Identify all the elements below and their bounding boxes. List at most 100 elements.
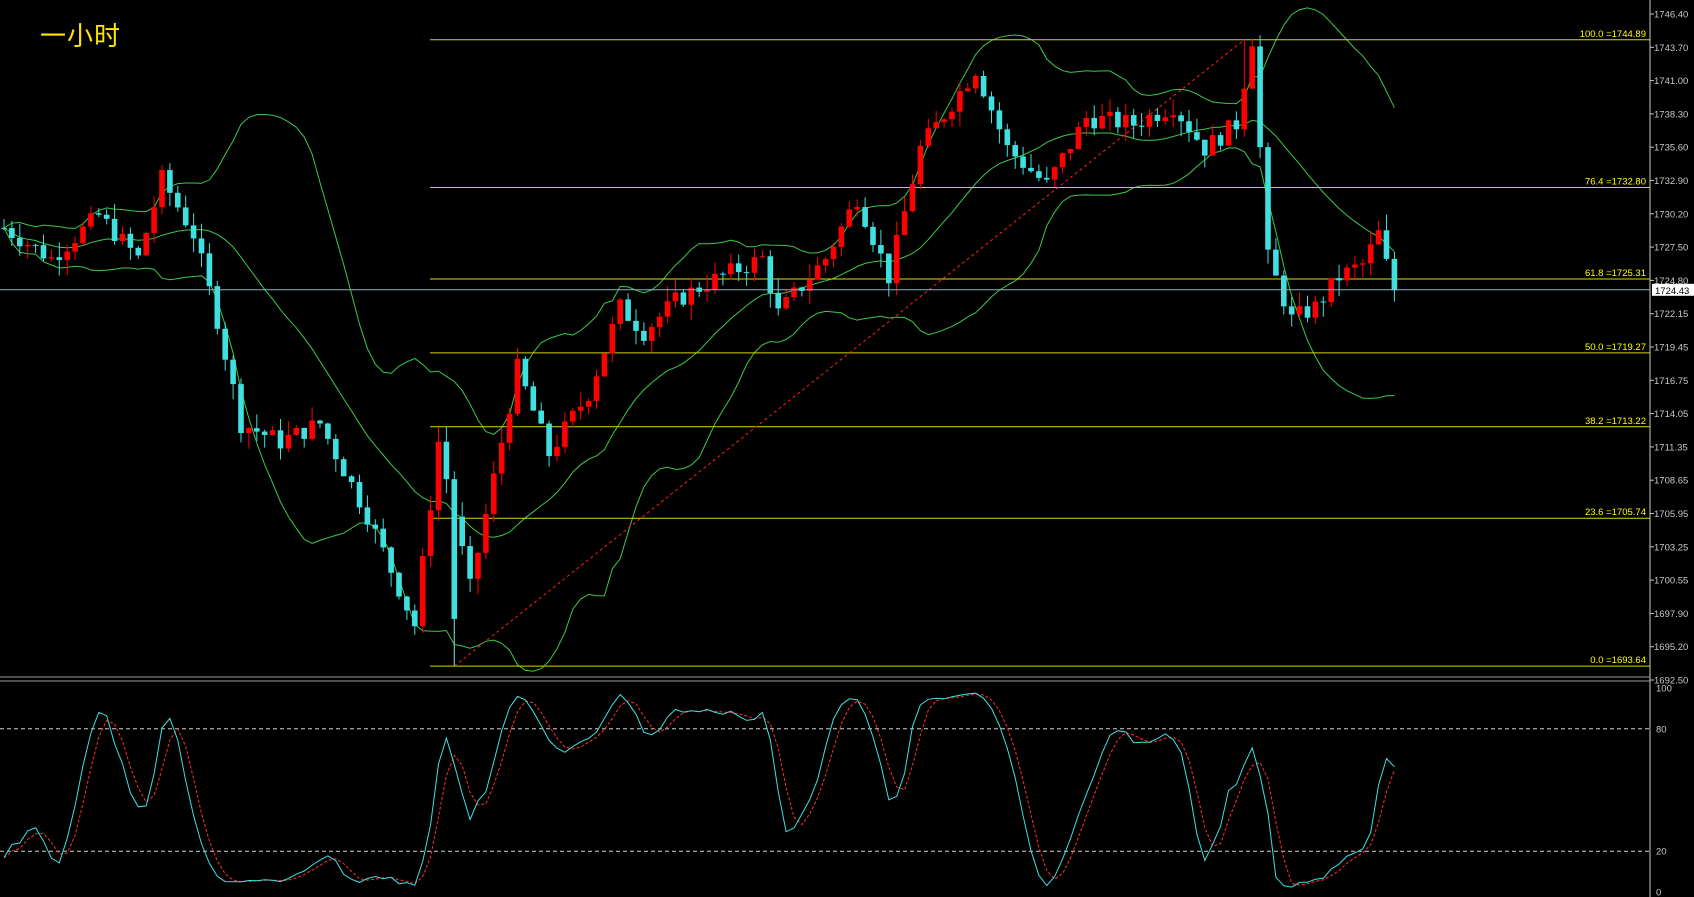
candle-body [491, 473, 497, 514]
candle-body [135, 247, 142, 256]
candle-body [1336, 278, 1342, 281]
candle-body [182, 207, 189, 226]
candle-body [1241, 88, 1248, 130]
candle-body [1375, 230, 1382, 245]
candle-body [48, 257, 55, 259]
stoch-tick-label: 80 [1656, 724, 1667, 735]
candle-body [988, 96, 995, 111]
candle-body [293, 427, 300, 435]
candle-body [1209, 135, 1216, 156]
candle-body [972, 75, 979, 89]
candle-body [64, 251, 70, 261]
fib-label-38.2: 38.2 =1713.22 [1585, 416, 1646, 427]
candle-body [1083, 117, 1090, 127]
candle-body [111, 218, 118, 241]
candle-body [625, 299, 631, 321]
candle-body [238, 384, 244, 434]
price-tick-label: 1714.05 [1654, 409, 1688, 420]
candle-body [514, 358, 521, 414]
candle-body [751, 257, 758, 273]
stochastic-panel: 100 80 20 0 [0, 684, 1672, 897]
candle-body [1186, 121, 1192, 133]
candle-body [206, 253, 213, 287]
candle-body [103, 214, 110, 219]
price-tick-label: 1703.25 [1654, 542, 1688, 553]
candle-body [893, 234, 900, 284]
candle-body [656, 316, 663, 328]
candle-body [40, 245, 47, 259]
candle-body [356, 482, 363, 508]
candle-body [364, 507, 371, 525]
candles [1, 35, 1398, 667]
candle-body [24, 244, 31, 247]
fib-label-0.0: 0.0 =1693.64 [1590, 655, 1646, 666]
fib-label-100.0: 100.0 =1744.89 [1580, 29, 1646, 40]
candle-body [372, 524, 379, 529]
candle-body [664, 301, 671, 317]
candle-body [791, 287, 797, 298]
candle-body [285, 434, 292, 449]
candle-body [822, 259, 829, 266]
current-price-tag [1652, 283, 1694, 296]
candle-body [175, 192, 181, 208]
candle-body [9, 228, 15, 238]
candle-body [380, 528, 386, 548]
candle-body [214, 286, 221, 329]
candle-body [348, 476, 355, 483]
candle-body [1288, 306, 1295, 315]
candle-body [538, 410, 544, 424]
candle-body [72, 243, 78, 252]
candle-body [143, 232, 149, 256]
candle-body [1281, 275, 1287, 307]
candle-body [554, 446, 560, 457]
candle-body [1138, 125, 1145, 127]
candle-body [1099, 115, 1105, 129]
candle-body [435, 441, 442, 511]
price-tick-label: 1716.75 [1654, 376, 1688, 387]
candle-body [1233, 120, 1240, 130]
candle-body [17, 237, 23, 247]
candle-body [1044, 177, 1050, 180]
candle-body [680, 292, 687, 305]
stoch-tick-label: 20 [1656, 847, 1667, 858]
candle-body [728, 263, 734, 275]
candle-body [577, 406, 584, 411]
candle-body [451, 479, 458, 619]
candle-body [1, 227, 7, 229]
fibonacci-levels: 100.0 =1744.89 76.4 =1732.80 61.8 =1725.31… [430, 29, 1650, 667]
candle-body [1075, 126, 1082, 149]
price-tick-label: 1708.65 [1654, 476, 1688, 487]
fib-label-76.4: 76.4 =1732.80 [1585, 177, 1646, 188]
candle-body [901, 211, 908, 235]
candle-body [570, 410, 576, 422]
candle-body [1225, 120, 1232, 146]
candle-body [1273, 249, 1279, 276]
candle-body [743, 272, 750, 274]
stoch-d-line [3, 693, 1395, 886]
candle-body [1067, 148, 1074, 154]
candle-body [1202, 139, 1208, 156]
candle-body [1265, 147, 1271, 250]
candle-body [459, 516, 465, 547]
candle-body [1028, 167, 1034, 172]
price-tick-label: 1705.95 [1654, 509, 1688, 520]
candle-body [1036, 171, 1042, 178]
candle-body [1217, 135, 1224, 146]
candle-body [783, 297, 789, 309]
chart-title: 一小时 [40, 22, 122, 52]
candle-body [949, 111, 955, 120]
candle-body [506, 413, 513, 443]
candle-body [475, 552, 481, 579]
candle-body [767, 256, 774, 293]
price-tick-label: 1692.50 [1654, 676, 1688, 687]
candle-body [309, 420, 315, 439]
candle-body [814, 265, 821, 280]
price-tick-label: 1700.55 [1654, 576, 1688, 587]
candle-body [419, 555, 426, 627]
price-tick-label: 1727.50 [1654, 243, 1688, 254]
candle-body [941, 119, 947, 123]
fib-label-50.0: 50.0 =1719.27 [1585, 342, 1646, 353]
price-tick-label: 1711.35 [1654, 442, 1688, 453]
candle-body [396, 572, 402, 597]
